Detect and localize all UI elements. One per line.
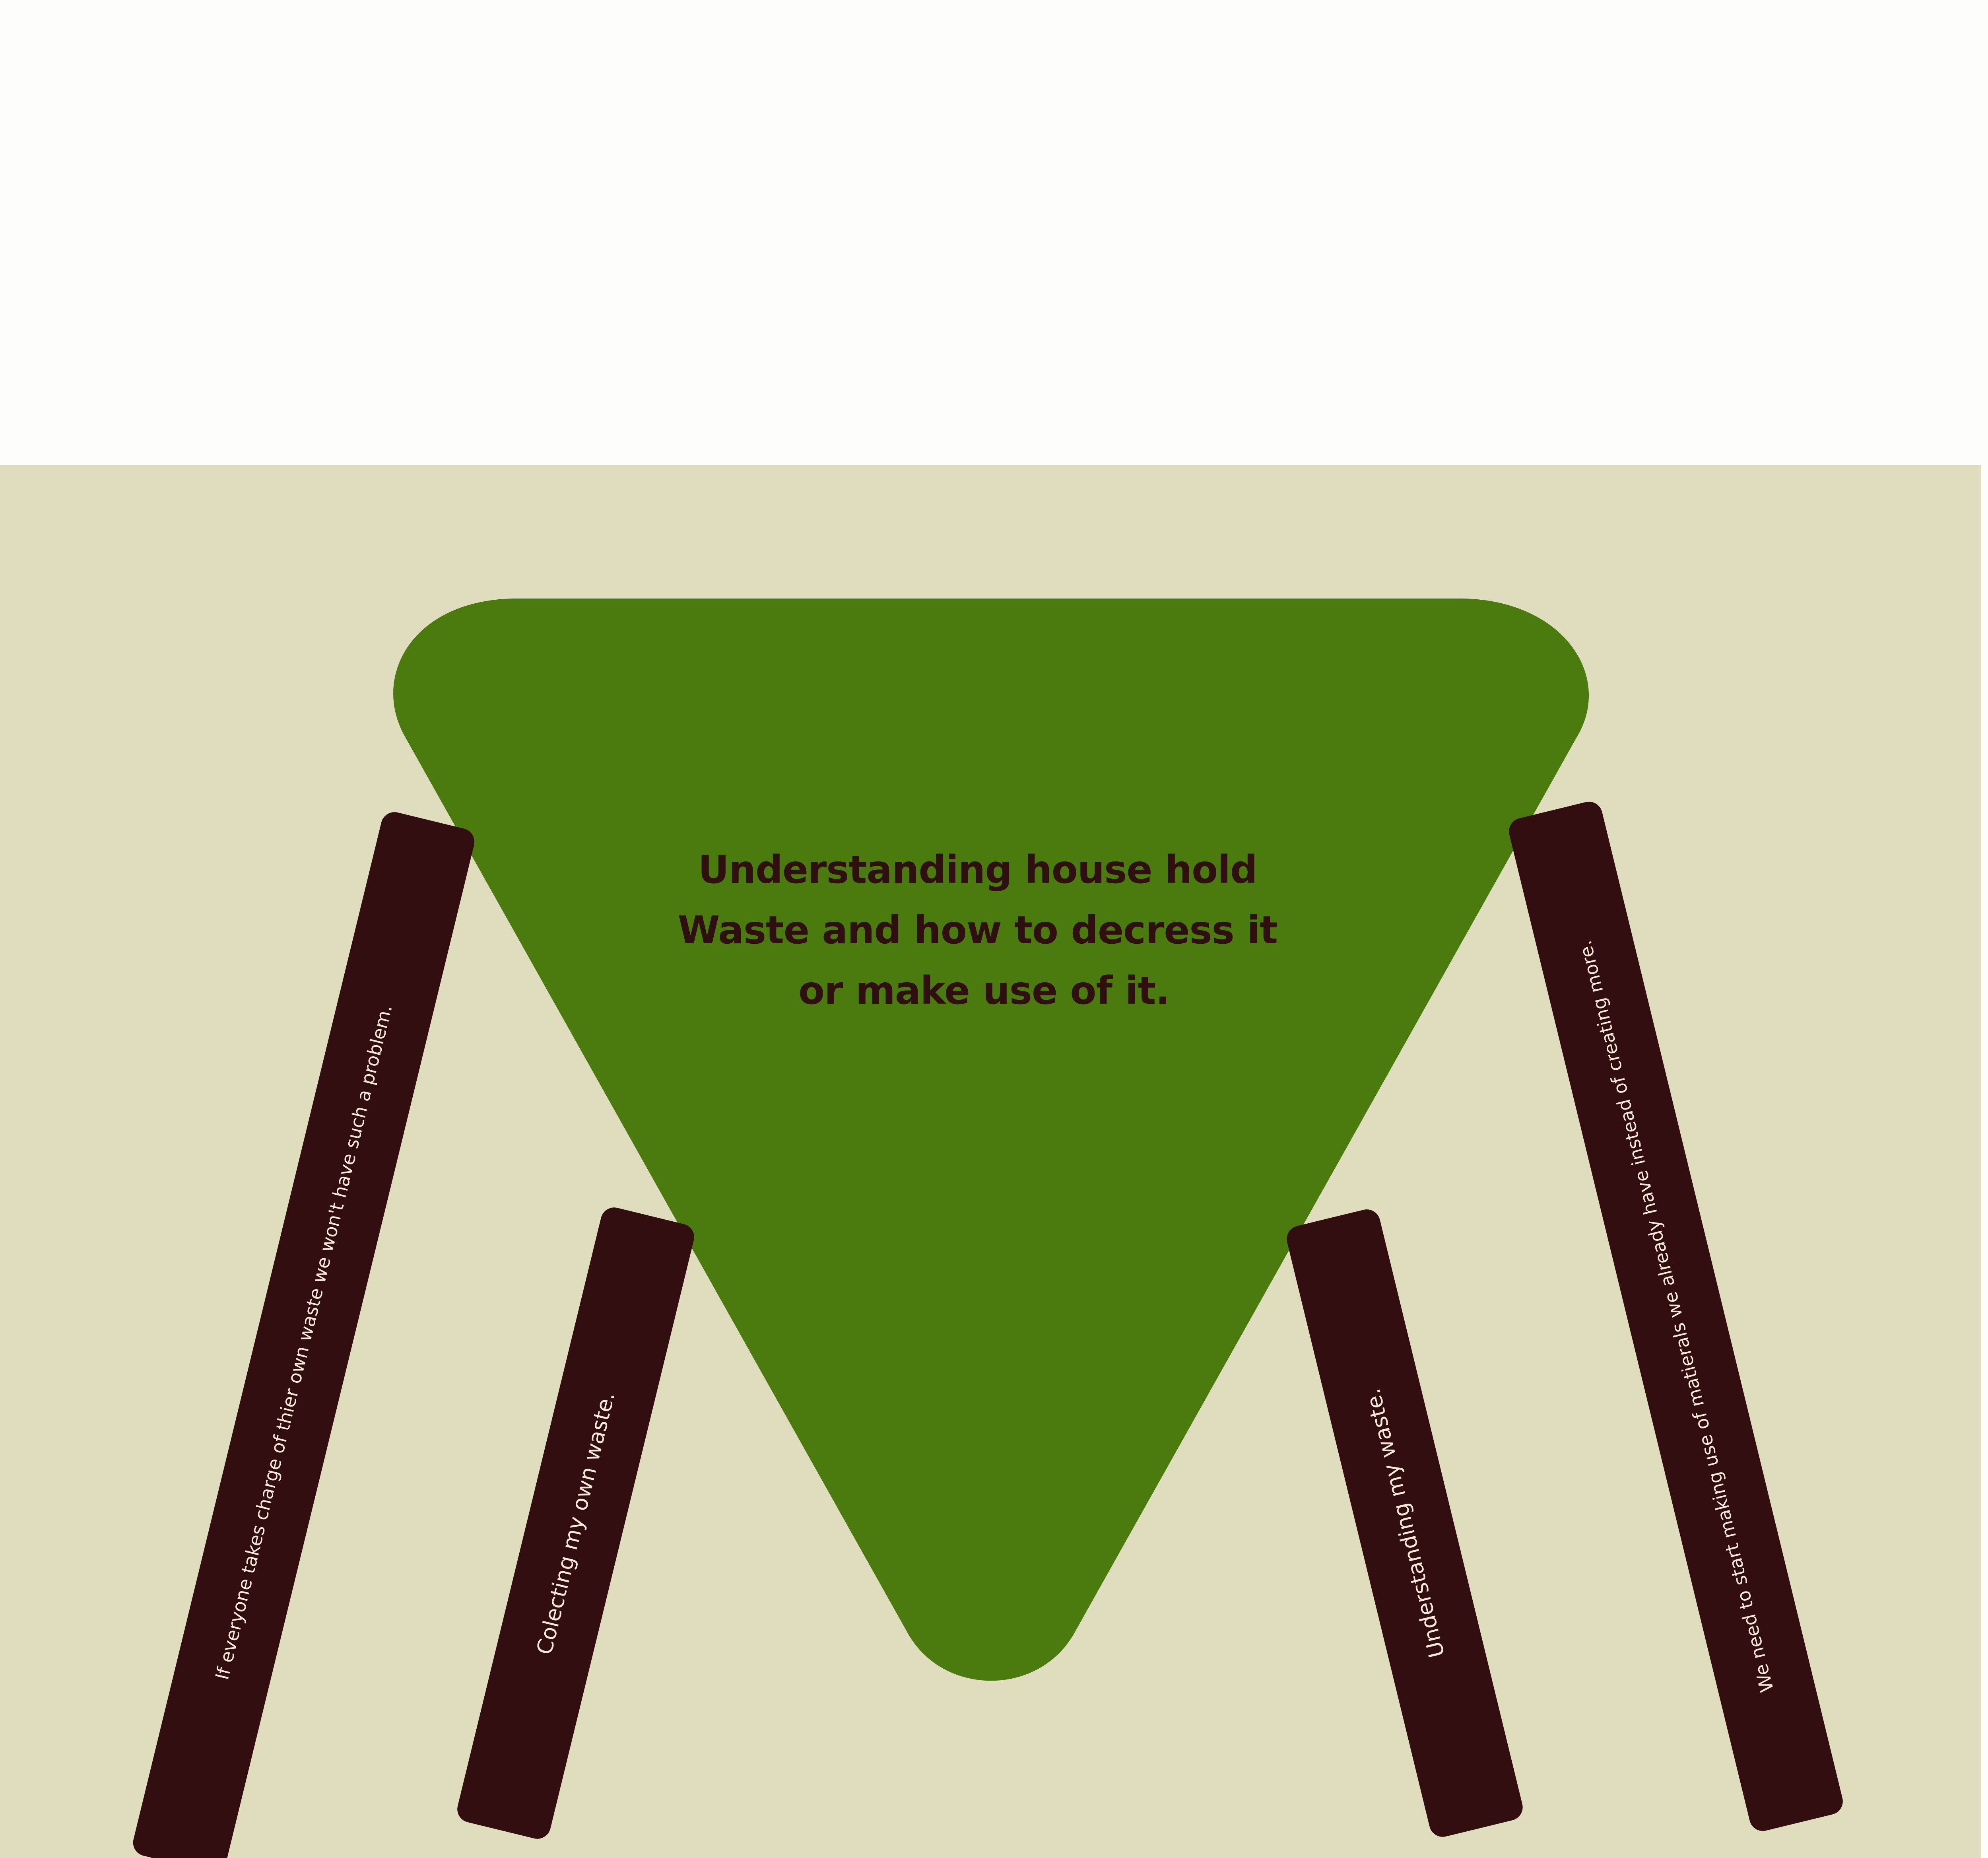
central-triangle [393,599,1589,1681]
central-title: Understanding house hold Waste and how t… [678,847,1291,1013]
bar-right-inner-shape [1287,1209,1523,1837]
central-title-line-1: Understanding house hold [698,847,1257,892]
bar-left-inner-shape [457,1207,694,1839]
bar-right-outer-shape [1509,801,1843,1831]
central-title-line-3: or make use of it. [798,968,1170,1013]
central-title-line-2: Waste and how to decress it [678,908,1277,952]
bar-left-outer-shape [133,812,475,1858]
